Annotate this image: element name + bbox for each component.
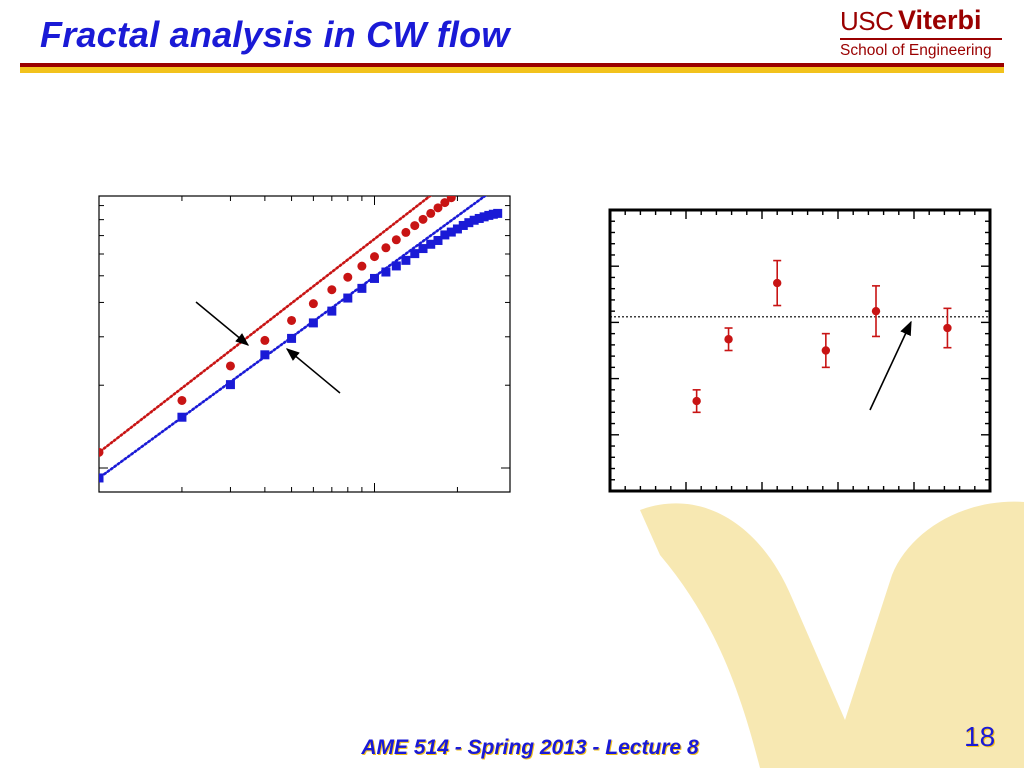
data-point-220 — [464, 218, 474, 228]
data-point-77 — [99, 447, 104, 457]
data-point-220 — [433, 235, 443, 245]
annotation-background — [718, 412, 974, 464]
data-point-220 — [260, 350, 270, 360]
data-point-77 — [225, 361, 235, 371]
logo-divider — [840, 38, 1002, 40]
logo-viterbi-text: Viterbi — [898, 5, 982, 35]
data-point-77 — [308, 299, 318, 309]
data-point-77 — [381, 243, 391, 253]
data-point-77 — [287, 315, 297, 325]
data-point-77 — [327, 285, 337, 295]
data-point-220 — [308, 318, 318, 328]
title-rule-gold — [20, 67, 1004, 73]
series-group — [99, 196, 503, 483]
data-point — [773, 278, 782, 288]
data-point-220 — [381, 267, 391, 277]
data-point — [821, 346, 831, 355]
slide-footer: AME 514 - Spring 2013 - Lecture 8 — [361, 736, 699, 759]
data-point-77 — [343, 272, 353, 282]
data-point-77 — [446, 196, 456, 203]
usc-viterbi-logo: USC Viterbi School of Engineering — [840, 4, 1005, 60]
data-point-220 — [287, 333, 297, 343]
data-point-220 — [493, 208, 503, 218]
data-point-220 — [225, 380, 235, 390]
data-point-77 — [418, 214, 428, 224]
data-point-77 — [177, 395, 187, 405]
data-point — [692, 396, 701, 406]
data-point-220 — [391, 261, 401, 271]
data-point-220 — [410, 249, 420, 259]
data-point-220 — [484, 210, 494, 220]
data-point-220 — [446, 227, 456, 237]
data-point — [871, 306, 881, 316]
data-point-220 — [440, 230, 450, 240]
data-point-220 — [426, 239, 436, 249]
annotation-77-arrow — [195, 301, 250, 346]
data-point-220 — [469, 215, 479, 225]
data-point-77 — [433, 203, 443, 213]
data-point-220 — [458, 220, 468, 230]
data-point-220 — [452, 224, 462, 234]
fit-line-220 — [99, 196, 488, 480]
annotation-220-arrow — [285, 348, 341, 394]
plot-frame — [98, 195, 511, 493]
logo-school-text: School of Engineering — [840, 42, 992, 59]
fit-line-77 — [99, 196, 433, 454]
data-point-77 — [410, 221, 420, 231]
data-point — [724, 335, 733, 344]
watermark-v-shape — [640, 501, 1024, 768]
page-number: 18 — [964, 721, 996, 752]
data-point-77 — [260, 335, 270, 345]
data-point-77 — [357, 261, 367, 271]
data-point-220 — [474, 213, 484, 223]
data-point-77 — [370, 252, 379, 262]
data-point-220 — [357, 283, 367, 293]
data-point-77 — [401, 227, 411, 237]
data-point-220 — [327, 306, 337, 316]
slide-title: Fractal analysis in CW flow — [40, 14, 510, 55]
data-point-77 — [391, 235, 401, 245]
data-point-77 — [426, 208, 436, 218]
data-point-220 — [99, 473, 104, 483]
data-point — [943, 323, 952, 333]
annotation-arrow — [869, 320, 912, 411]
data-point-220 — [479, 212, 489, 222]
data-point-220 — [418, 244, 428, 254]
data-point-220 — [370, 273, 379, 283]
data-point-77 — [440, 198, 450, 208]
data-point-220 — [177, 412, 187, 422]
data-point-220 — [401, 255, 411, 265]
plot-frame — [608, 208, 992, 493]
logo-usc-text: USC — [840, 6, 894, 36]
data-point-220 — [343, 293, 353, 303]
title-rule-cardinal — [20, 63, 1004, 67]
